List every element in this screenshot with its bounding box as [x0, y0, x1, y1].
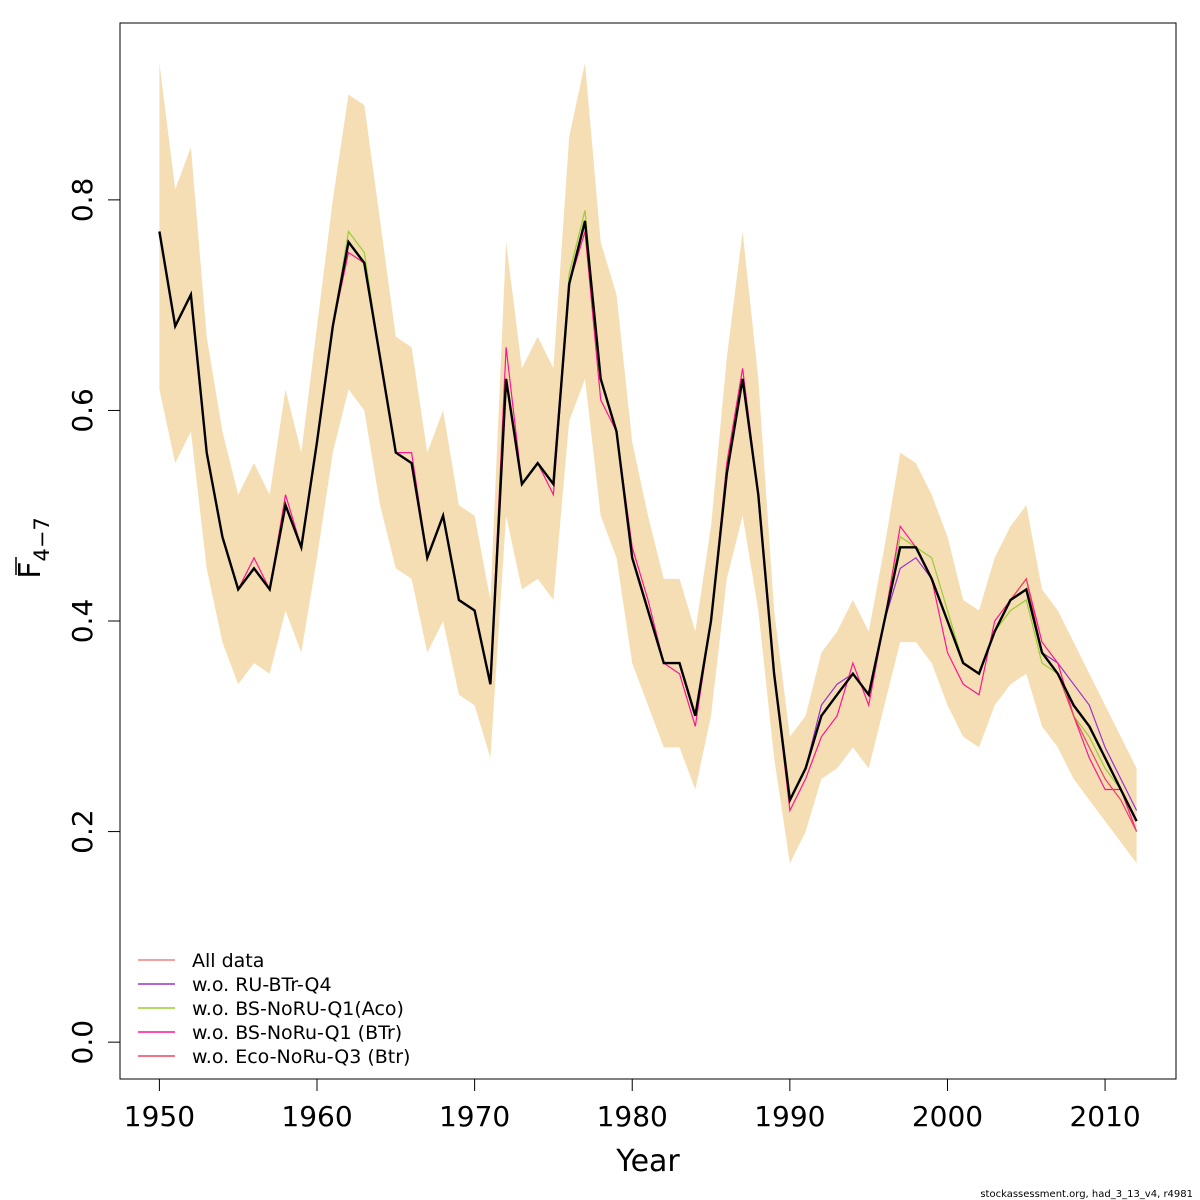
estimate-line-layer: [158, 220, 1138, 822]
x-axis: 1950 1960 1970 1980 1990 2000 2010: [124, 1078, 1141, 1133]
y-axis-title-main: F: [13, 562, 48, 579]
legend-item: w.o. Eco-NoRu-Q3 (Btr): [138, 1046, 410, 1068]
x-axis-title: Year: [615, 1144, 680, 1179]
legend-label: w.o. BS-NoRu-Q1 (BTr): [192, 1022, 402, 1044]
y-axis-title-subscript: 4−7: [30, 517, 54, 561]
confidence-band-layer: [159, 63, 1137, 864]
x-tick-label: 1960: [281, 1100, 352, 1133]
legend-item: All data: [138, 950, 264, 972]
x-tick-label: 1990: [754, 1100, 825, 1133]
legend-item: w.o. BS-NoRu-Q1 (BTr): [138, 1022, 402, 1044]
confidence-band: [159, 63, 1137, 864]
legend-label: w.o. Eco-NoRu-Q3 (Btr): [192, 1046, 410, 1068]
x-tick-label: 1950: [124, 1100, 195, 1133]
x-tick-label: 1970: [439, 1100, 510, 1133]
x-tick-label: 2010: [1069, 1100, 1140, 1133]
y-tick-label: 0.2: [66, 809, 99, 854]
legend-label: All data: [192, 950, 264, 972]
legend-label: w.o. BS-NoRU-Q1(Aco): [192, 998, 404, 1020]
x-tick-label: 2000: [912, 1100, 983, 1133]
y-axis-title: F4−7: [13, 517, 54, 579]
x-tick-label: 1980: [597, 1100, 668, 1133]
legend-item: w.o. RU-BTr-Q4: [138, 974, 332, 996]
footer-credit: stockassessment.org, had_3_13_v4, r4981: [980, 1189, 1193, 1200]
y-tick-label: 0.0: [66, 1020, 99, 1065]
legend-label: w.o. RU-BTr-Q4: [192, 974, 332, 996]
legend-item: w.o. BS-NoRU-Q1(Aco): [138, 998, 404, 1020]
estimate-line: [158, 220, 1138, 822]
y-tick-label: 0.4: [66, 599, 99, 644]
y-tick-label: 0.6: [66, 388, 99, 433]
y-axis: 0.0 0.2 0.4 0.6 0.8: [66, 178, 121, 1065]
svg-text:F4−7: F4−7: [13, 517, 54, 579]
y-tick-label: 0.8: [66, 178, 99, 223]
